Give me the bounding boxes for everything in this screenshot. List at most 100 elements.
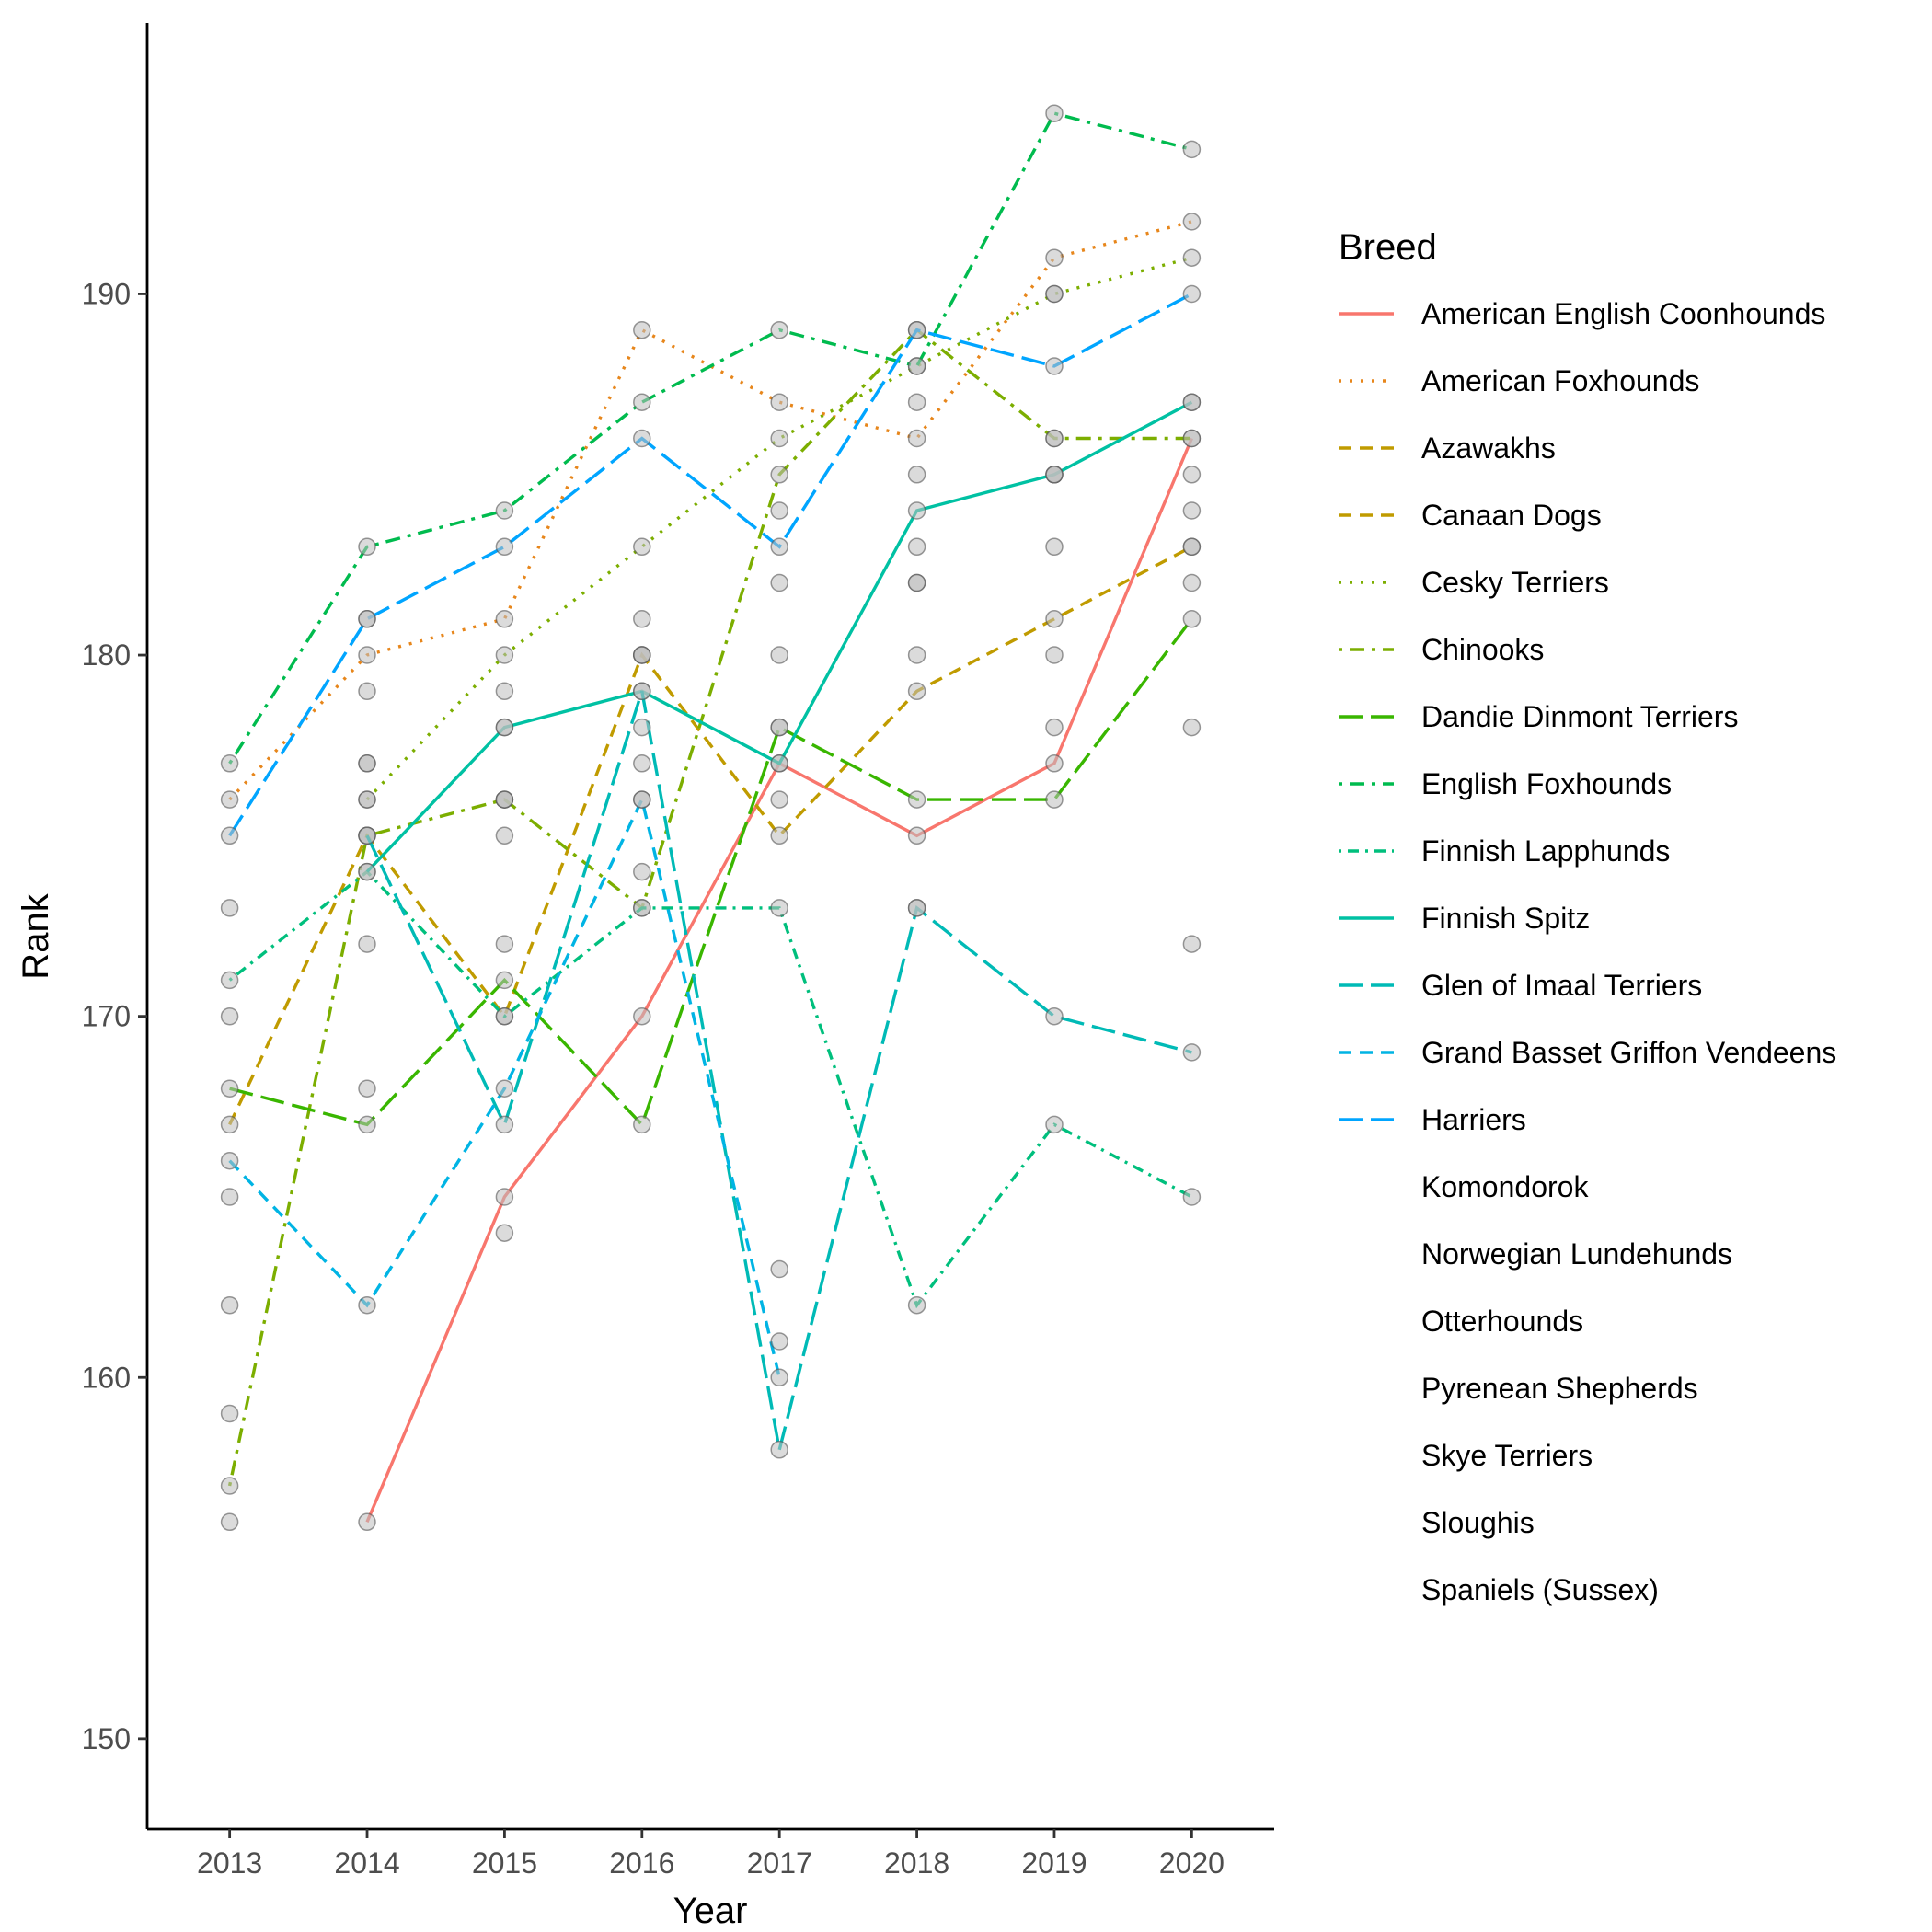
data-point-canaan-dogs-2018 bbox=[907, 682, 926, 701]
data-point-finnish-lapphunds-2019 bbox=[1045, 1115, 1064, 1134]
data-point-pyrenean-shepherds-2020 bbox=[1182, 501, 1202, 520]
legend-label: English Foxhounds bbox=[1421, 767, 1672, 800]
series-line-chinooks bbox=[227, 328, 1192, 1487]
data-point-cesky-terriers-2020 bbox=[1182, 248, 1202, 267]
data-point-norwegian-lundehunds-2018 bbox=[907, 393, 926, 411]
data-point-chinooks-2017 bbox=[770, 466, 788, 484]
series-line-finnish-lapphunds bbox=[228, 869, 1193, 1309]
data-point-harriers-2017 bbox=[770, 537, 788, 557]
legend-label: Spaniels (Sussex) bbox=[1421, 1573, 1659, 1606]
data-point-komondorok-2016 bbox=[633, 610, 651, 628]
x-tick-label: 2013 bbox=[197, 1846, 262, 1880]
data-point-dandie-dinmont-terriers-2018 bbox=[907, 790, 926, 809]
data-point-glen-of-imaal-terriers-2015 bbox=[495, 1115, 514, 1134]
data-point-dandie-dinmont-terriers-2015 bbox=[495, 971, 514, 990]
data-point-pyrenean-shepherds-2015 bbox=[495, 682, 514, 701]
data-point-american-foxhounds-2015 bbox=[495, 610, 514, 628]
x-tick-label: 2018 bbox=[884, 1846, 949, 1880]
data-point-grand-basset-griffon-vendeens-2015 bbox=[495, 1079, 514, 1098]
data-point-english-foxhounds-2020 bbox=[1182, 140, 1202, 159]
data-point-american-foxhounds-2016 bbox=[633, 320, 651, 339]
data-point-norwegian-lundehunds-2015 bbox=[495, 718, 514, 737]
data-point-norwegian-lundehunds-2019 bbox=[1045, 284, 1064, 304]
x-tick-label: 2017 bbox=[747, 1846, 812, 1880]
data-point-otterhounds-2020 bbox=[1182, 537, 1202, 557]
data-point-norwegian-lundehunds-2020 bbox=[1182, 393, 1202, 411]
data-point-komondorok-2014 bbox=[358, 1079, 376, 1098]
data-point-glen-of-imaal-terriers-2019 bbox=[1045, 1006, 1064, 1026]
data-point-skye-terriers-2020 bbox=[1182, 573, 1202, 592]
data-point-harriers-2018 bbox=[907, 320, 926, 339]
series-line-cesky-terriers bbox=[365, 256, 1192, 801]
legend-label: American Foxhounds bbox=[1421, 364, 1699, 397]
data-point-skye-terriers-2014 bbox=[358, 935, 376, 953]
data-point-harriers-2019 bbox=[1045, 357, 1064, 375]
data-point-american-english-coonhounds-2018 bbox=[907, 826, 926, 845]
data-point-otterhounds-2018 bbox=[907, 537, 926, 557]
data-point-cesky-terriers-2016 bbox=[633, 537, 651, 557]
data-point-english-foxhounds-2017 bbox=[770, 320, 788, 339]
data-point-spaniels-sussex-2017 bbox=[770, 1332, 788, 1351]
legend-label: Norwegian Lundehunds bbox=[1421, 1237, 1732, 1271]
data-point-english-foxhounds-2016 bbox=[633, 393, 651, 411]
legend-label: Cesky Terriers bbox=[1421, 566, 1609, 599]
data-point-finnish-spitz-2014 bbox=[358, 862, 376, 881]
data-point-english-foxhounds-2015 bbox=[495, 501, 514, 520]
data-point-english-foxhounds-2018 bbox=[907, 357, 926, 375]
data-point-otterhounds-2013 bbox=[220, 899, 239, 917]
data-point-komondorok-2018 bbox=[907, 899, 926, 917]
data-point-spaniels-sussex-2018 bbox=[907, 573, 926, 592]
ticks: 2013 2014 2015 2016 2017 2018 2019 2020 150 160 17… bbox=[82, 277, 1225, 1880]
data-point-pyrenean-shepherds-2014 bbox=[358, 610, 376, 628]
data-point-komondorok-2013 bbox=[220, 1404, 239, 1423]
data-point-spaniels-sussex-2015 bbox=[495, 935, 514, 953]
data-point-finnish-lapphunds-2020 bbox=[1182, 1188, 1202, 1206]
legend-label: Skye Terriers bbox=[1421, 1439, 1593, 1472]
data-point-american-foxhounds-2019 bbox=[1045, 248, 1064, 267]
data-point-english-foxhounds-2014 bbox=[358, 537, 376, 557]
data-point-komondorok-2015 bbox=[495, 1224, 514, 1242]
legend-label: Finnish Lapphunds bbox=[1421, 834, 1670, 868]
data-point-sloughis-2013 bbox=[220, 1188, 239, 1206]
data-point-canaan-dogs-2013 bbox=[220, 1115, 239, 1134]
data-point-skye-terriers-2019 bbox=[1045, 646, 1064, 664]
data-point-harriers-2015 bbox=[495, 537, 514, 557]
legend-label: Dandie Dinmont Terriers bbox=[1421, 700, 1738, 733]
y-tick-label: 160 bbox=[82, 1361, 131, 1394]
data-point-norwegian-lundehunds-2017 bbox=[770, 790, 788, 809]
data-point-dandie-dinmont-terriers-2020 bbox=[1182, 610, 1202, 628]
data-point-american-english-coonhounds-2014 bbox=[358, 1512, 376, 1532]
series-line-american-english-coonhounds bbox=[365, 437, 1193, 1523]
data-point-english-foxhounds-2019 bbox=[1045, 104, 1064, 122]
data-point-komondorok-2020 bbox=[1182, 718, 1202, 737]
data-point-canaan-dogs-2019 bbox=[1045, 610, 1064, 628]
legend-label: Chinooks bbox=[1421, 633, 1544, 666]
data-point-finnish-spitz-2018 bbox=[907, 501, 926, 520]
data-point-american-foxhounds-2014 bbox=[358, 646, 376, 664]
data-point-sloughis-2015 bbox=[495, 790, 514, 809]
data-point-glen-of-imaal-terriers-2017 bbox=[770, 1441, 788, 1459]
x-tick-label: 2014 bbox=[334, 1846, 399, 1880]
series-line-harriers bbox=[228, 292, 1193, 837]
legend: Breed American English Coonhounds America… bbox=[1339, 227, 1836, 1606]
legend-label: Pyrenean Shepherds bbox=[1421, 1372, 1698, 1405]
legend-label: Grand Basset Griffon Vendeens bbox=[1421, 1036, 1836, 1069]
legend-label: Otterhounds bbox=[1421, 1305, 1583, 1338]
data-point-chinooks-2013 bbox=[220, 1477, 239, 1495]
data-point-norwegian-lundehunds-2013 bbox=[220, 1512, 239, 1532]
data-point-american-foxhounds-2020 bbox=[1182, 213, 1202, 231]
legend-label: American English Coonhounds bbox=[1421, 297, 1825, 330]
plot-marks bbox=[220, 104, 1202, 1532]
data-point-norwegian-lundehunds-2014 bbox=[358, 790, 376, 809]
data-point-otterhounds-2017 bbox=[770, 646, 788, 664]
axes bbox=[145, 23, 1274, 1831]
data-point-pyrenean-shepherds-2019 bbox=[1045, 537, 1064, 557]
x-tick-label: 2019 bbox=[1021, 1846, 1087, 1880]
data-point-american-english-coonhounds-2016 bbox=[633, 1006, 651, 1026]
data-point-spaniels-sussex-2020 bbox=[1182, 935, 1202, 953]
data-point-sloughis-2017 bbox=[770, 501, 788, 520]
data-point-glen-of-imaal-terriers-2016 bbox=[633, 682, 651, 701]
data-point-chinooks-2020 bbox=[1182, 429, 1202, 448]
data-point-grand-basset-griffon-vendeens-2013 bbox=[220, 1151, 239, 1170]
x-axis-title: Year bbox=[673, 1891, 748, 1931]
